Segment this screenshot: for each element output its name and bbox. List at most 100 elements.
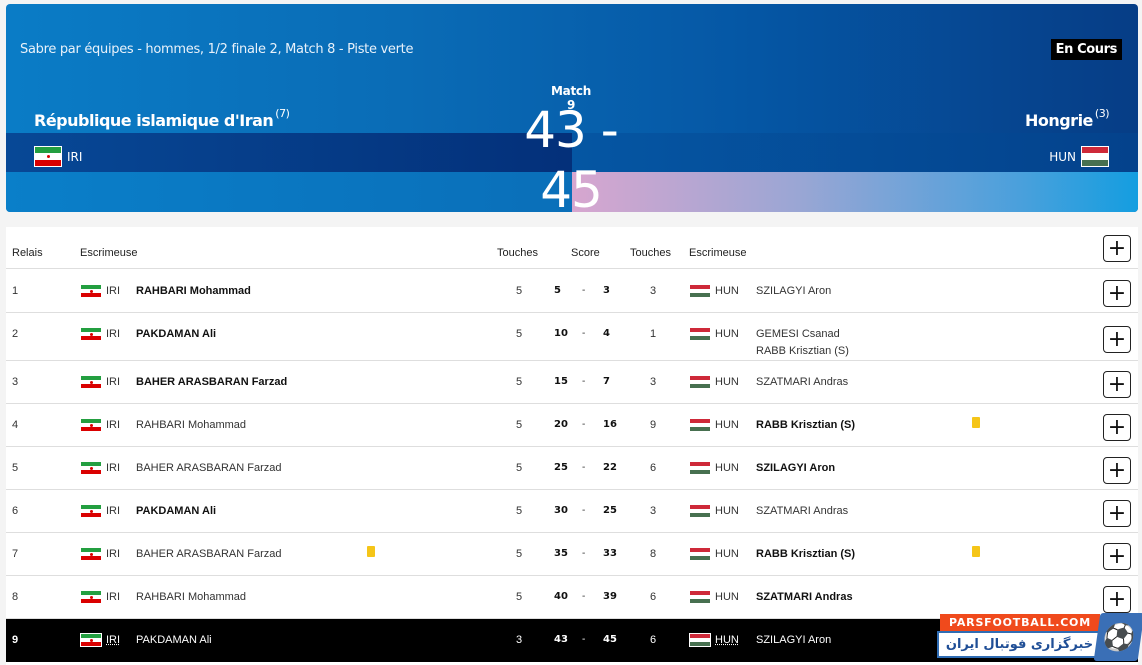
table-row: 3 IRI BAHER ARASBARAN Farzad 5 15 - 7 3 … — [6, 361, 1138, 404]
right-team-seed: (3) — [1094, 107, 1110, 120]
left-country-code: IRI — [106, 328, 121, 340]
right-fencer-country: HUN — [689, 504, 739, 518]
expand-row-button[interactable]: + — [1103, 500, 1131, 527]
left-touches: 5 — [515, 548, 523, 560]
iran-flag-icon — [80, 633, 102, 647]
match-header-banner: Sabre par équipes - hommes, 1/2 finale 2… — [6, 4, 1138, 212]
score-left: 10 — [554, 328, 568, 339]
relay-number: 8 — [12, 591, 19, 603]
left-country-code: IRI — [106, 634, 121, 646]
expand-row-button[interactable]: + — [1103, 280, 1131, 307]
left-fencer-name[interactable]: BAHER ARASBARAN Farzad — [136, 548, 282, 560]
col-left-fencer: Escrimeuse — [80, 247, 138, 259]
right-fencer-name[interactable]: SZATMARI Andras — [756, 374, 848, 391]
right-country-code: HUN — [715, 376, 739, 388]
left-country-code: IRI — [106, 462, 121, 474]
left-fencer-country: IRI — [80, 327, 120, 341]
right-team-code: HUN — [1049, 149, 1076, 164]
expand-row-button[interactable]: + — [1103, 326, 1131, 353]
table-row: 8 IRI RAHBARI Mohammad 5 40 - 39 6 HUN S… — [6, 576, 1138, 619]
score-separator: - — [582, 419, 586, 430]
right-country-code: HUN — [715, 505, 739, 517]
expand-all-button[interactable]: + — [1103, 235, 1131, 262]
parsfootball-watermark: PARSFOOTBALL.COM خبرگزاری فوتبال ایران ⚽ — [937, 611, 1142, 665]
iran-flag-icon — [80, 590, 102, 604]
score-separator: - — [582, 462, 586, 473]
right-fencer-country: HUN — [689, 327, 739, 341]
right-fencer-country: HUN — [689, 461, 739, 475]
right-fencer-name[interactable]: SZATMARI Andras — [756, 503, 848, 520]
score-left: 40 — [554, 591, 568, 602]
expand-row-button[interactable]: + — [1103, 543, 1131, 570]
hungary-flag-icon — [689, 547, 711, 561]
right-fencer-country: HUN — [689, 375, 739, 389]
right-fencer-primary: GEMESI Csanad — [756, 328, 840, 340]
score-separator: - — [582, 376, 586, 387]
right-fencer-primary: SZATMARI Andras — [756, 505, 849, 517]
right-fencer-name[interactable]: SZILAGYI Aron — [756, 283, 831, 300]
hungary-flag-icon — [689, 633, 711, 647]
watermark-tagline: خبرگزاری فوتبال ایران — [937, 631, 1102, 658]
relay-number: 3 — [12, 376, 19, 388]
left-fencer-name[interactable]: RAHBARI Mohammad — [136, 419, 247, 431]
right-touches: 6 — [649, 591, 657, 603]
right-fencer-country: HUN — [689, 418, 739, 432]
left-fencer-name[interactable]: BAHER ARASBARAN Farzad — [136, 462, 282, 474]
relay-number: 2 — [12, 328, 19, 340]
expand-row-button[interactable]: + — [1103, 586, 1131, 613]
score-left: 15 — [554, 376, 568, 387]
score-left: 30 — [554, 505, 568, 516]
right-fencer-name[interactable]: RABB Krisztian (S) — [756, 417, 855, 434]
hungary-flag-icon — [1081, 146, 1109, 167]
col-right-fencer: Escrimeuse — [689, 247, 747, 259]
relay-number: 9 — [12, 634, 19, 646]
left-team-code: IRI — [67, 149, 83, 164]
left-fencer-country: IRI — [80, 418, 120, 432]
right-fencer-primary: RABB Krisztian (S) — [756, 419, 856, 431]
right-touches: 3 — [649, 285, 657, 297]
relay-number: 1 — [12, 285, 19, 297]
left-touches: 3 — [515, 634, 523, 646]
left-fencer-country: IRI — [80, 284, 120, 298]
left-fencer-name[interactable]: PAKDAMAN Ali — [136, 505, 217, 517]
right-country-code: HUN — [715, 419, 739, 431]
left-fencer-name[interactable]: RAHBARI Mohammad — [136, 285, 251, 297]
iran-flag-icon — [80, 504, 102, 518]
score-right: 39 — [603, 591, 617, 602]
right-fencer-name[interactable]: GEMESI Csanad RABB Krisztian (S) — [756, 326, 849, 360]
score-separator: - — [582, 505, 586, 516]
left-fencer-name[interactable]: RAHBARI Mohammad — [136, 591, 247, 603]
right-fencer-name[interactable]: SZILAGYI Aron — [756, 460, 835, 477]
right-fencer-primary: SZILAGYI Aron — [756, 462, 836, 474]
right-fencer-name[interactable]: RABB Krisztian (S) — [756, 546, 855, 563]
table-header: Relais Escrimeuse Touches Score Touches … — [6, 227, 1138, 269]
iran-flag-icon — [34, 146, 62, 167]
relay-number: 5 — [12, 462, 19, 474]
match-number: Match 9 — [551, 84, 591, 112]
right-country-code: HUN — [715, 285, 739, 297]
iran-flag-icon — [80, 461, 102, 475]
right-country-code: HUN — [715, 462, 739, 474]
expand-row-button[interactable]: + — [1103, 457, 1131, 484]
overall-score: 43 - 45 — [524, 101, 619, 212]
right-fencer-name[interactable]: SZATMARI Andras — [756, 589, 853, 606]
left-fencer-country: IRI — [80, 461, 120, 475]
expand-row-button[interactable]: + — [1103, 414, 1131, 441]
left-fencer-name[interactable]: PAKDAMAN Ali — [136, 328, 217, 340]
right-fencer-primary: SZILAGYI Aron — [756, 634, 832, 646]
hungary-flag-icon — [689, 590, 711, 604]
expand-row-button[interactable]: + — [1103, 371, 1131, 398]
yellow-card-icon — [972, 417, 980, 428]
score-left: 25 — [554, 462, 568, 473]
iran-flag-icon — [80, 418, 102, 432]
table-row: 6 IRI PAKDAMAN Ali 5 30 - 25 3 HUN SZATM… — [6, 490, 1138, 533]
right-fencer-primary: RABB Krisztian (S) — [756, 548, 856, 560]
left-fencer-country: IRI — [80, 633, 120, 647]
left-fencer-name[interactable]: BAHER ARASBARAN Farzad — [136, 376, 288, 388]
right-touches: 6 — [649, 462, 657, 474]
left-country-code: IRI — [106, 591, 121, 603]
left-fencer-name[interactable]: PAKDAMAN Ali — [136, 634, 212, 646]
left-fencer-country: IRI — [80, 504, 120, 518]
right-fencer-name[interactable]: SZILAGYI Aron — [756, 632, 831, 649]
right-team-country: HUN — [1049, 146, 1109, 167]
